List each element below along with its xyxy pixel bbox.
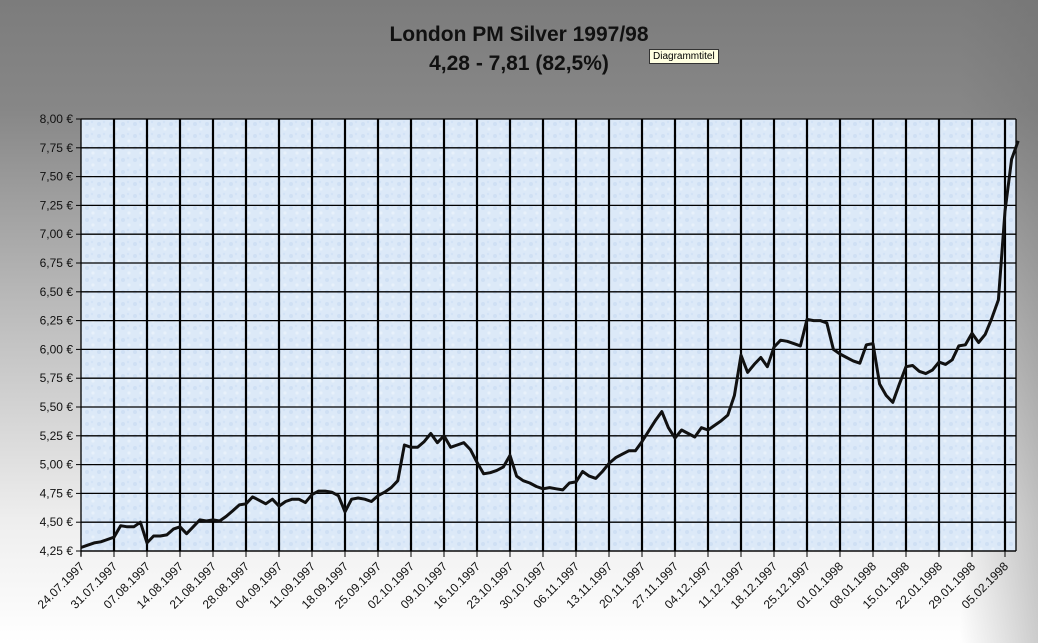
tooltip: Diagrammtitel [649, 49, 719, 64]
y-tick-label: 4,25 € [40, 544, 74, 558]
y-tick-label: 5,75 € [40, 371, 74, 385]
gridlines [81, 118, 1017, 552]
y-tick-label: 5,00 € [40, 458, 74, 472]
y-tick-label: 7,75 € [40, 141, 74, 155]
y-tick-label: 5,25 € [40, 429, 74, 443]
x-axis: 24.07.199731.07.199707.08.199714.08.1997… [35, 550, 1016, 612]
y-tick-label: 4,50 € [40, 515, 74, 529]
y-tick-label: 4,75 € [40, 486, 74, 500]
plot-area[interactable] [81, 119, 1016, 551]
y-axis: 4,25 € 4,50 € 4,75 € 5,00 € 5,25 € 5,50 € 5,75… [40, 112, 82, 558]
y-tick-label: 7,00 € [40, 227, 74, 241]
y-tick-label: 8,00 € [40, 112, 74, 126]
y-tick-label: 6,75 € [40, 256, 74, 270]
y-tick-label: 6,25 € [40, 314, 74, 328]
chart-title-line-2: 4,28 - 7,81 (82,5%) [429, 52, 609, 75]
y-tick-label: 6,00 € [40, 342, 74, 356]
chart-title-line-1: London PM Silver 1997/98 [389, 23, 649, 46]
y-tick-label: 7,25 € [40, 198, 74, 212]
series-line[interactable] [80, 140, 1020, 549]
y-tick-label: 7,50 € [40, 170, 74, 184]
y-tick-label: 5,50 € [40, 400, 74, 414]
y-tick-label: 6,50 € [40, 285, 74, 299]
chart-title[interactable]: London PM Silver 1997/98 4,28 - 7,81 (82… [0, 20, 1038, 78]
